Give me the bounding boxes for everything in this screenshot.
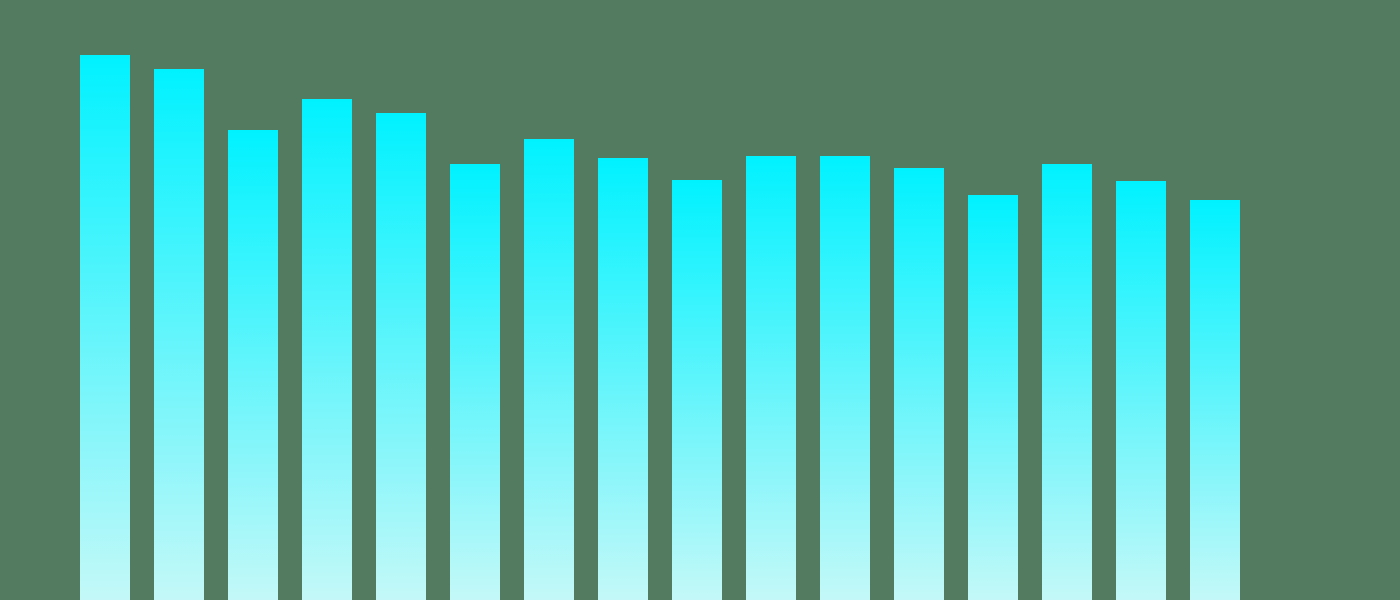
chart-bar [228,130,278,600]
bar-chart [0,0,1400,600]
chart-bar [820,156,870,600]
chart-bar [80,55,130,600]
chart-bar [450,164,500,600]
chart-bar [894,168,944,600]
chart-bar [968,195,1018,600]
chart-bar [154,69,204,600]
chart-bar [672,180,722,600]
chart-bar [524,139,574,600]
chart-bar [1042,164,1092,600]
chart-bar [302,99,352,600]
chart-bar [746,156,796,600]
chart-bar [1190,200,1240,600]
chart-bar [1116,181,1166,600]
chart-bar [376,113,426,600]
chart-bar [598,158,648,600]
